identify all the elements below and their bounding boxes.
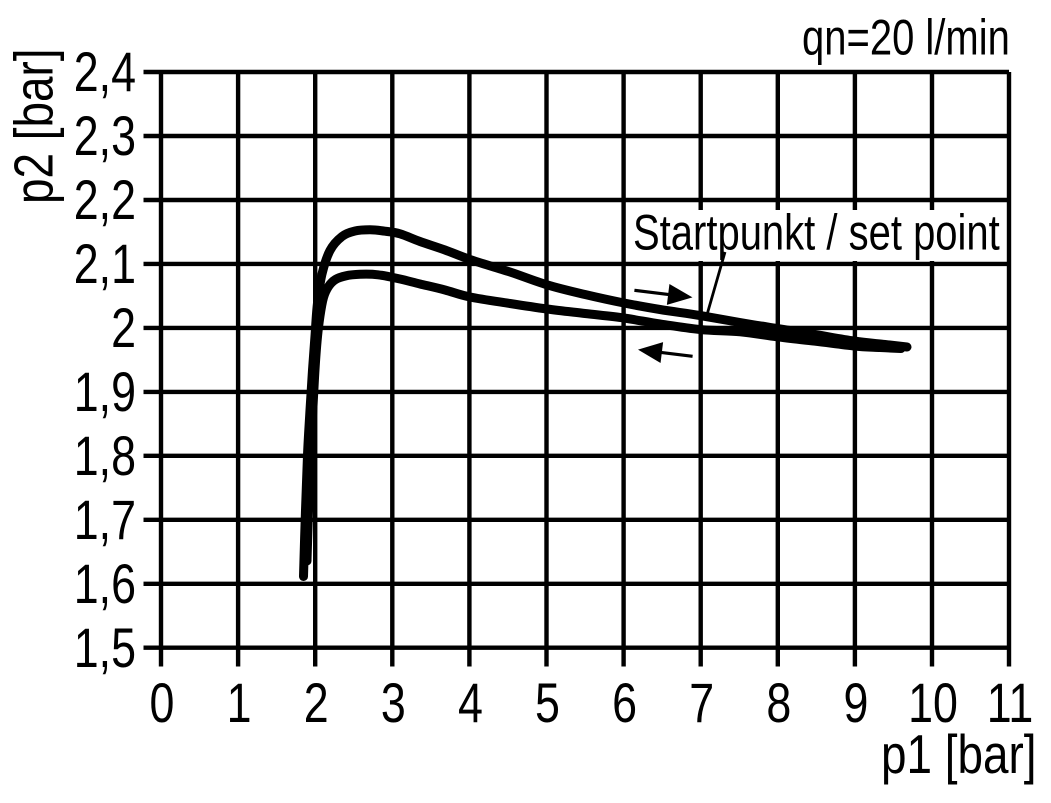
svg-text:2,3: 2,3 <box>74 104 136 167</box>
svg-text:6: 6 <box>612 671 637 734</box>
svg-text:qn=20 l/min: qn=20 l/min <box>802 9 1010 65</box>
svg-text:8: 8 <box>766 671 791 734</box>
svg-text:2,1: 2,1 <box>74 232 136 295</box>
svg-text:1,8: 1,8 <box>74 424 136 487</box>
svg-text:1: 1 <box>227 671 252 734</box>
svg-text:1,7: 1,7 <box>74 488 136 551</box>
svg-text:5: 5 <box>535 671 560 734</box>
svg-text:2,4: 2,4 <box>74 40 136 103</box>
svg-text:p1 [bar]: p1 [bar] <box>881 723 1037 785</box>
svg-text:7: 7 <box>689 671 714 734</box>
svg-text:9: 9 <box>843 671 868 734</box>
svg-text:Startpunkt / set point: Startpunkt / set point <box>633 204 1000 260</box>
svg-text:3: 3 <box>381 671 406 734</box>
svg-text:p2 [bar]: p2 [bar] <box>3 48 65 204</box>
svg-text:1,9: 1,9 <box>74 360 136 423</box>
svg-text:2,2: 2,2 <box>74 168 136 231</box>
svg-text:4: 4 <box>458 671 483 734</box>
svg-text:10: 10 <box>908 671 958 734</box>
svg-text:1,6: 1,6 <box>74 552 136 615</box>
svg-text:11: 11 <box>987 671 1034 734</box>
svg-text:2: 2 <box>111 296 136 359</box>
svg-text:0: 0 <box>150 671 175 734</box>
svg-text:2: 2 <box>304 671 329 734</box>
svg-text:1,5: 1,5 <box>74 616 136 679</box>
